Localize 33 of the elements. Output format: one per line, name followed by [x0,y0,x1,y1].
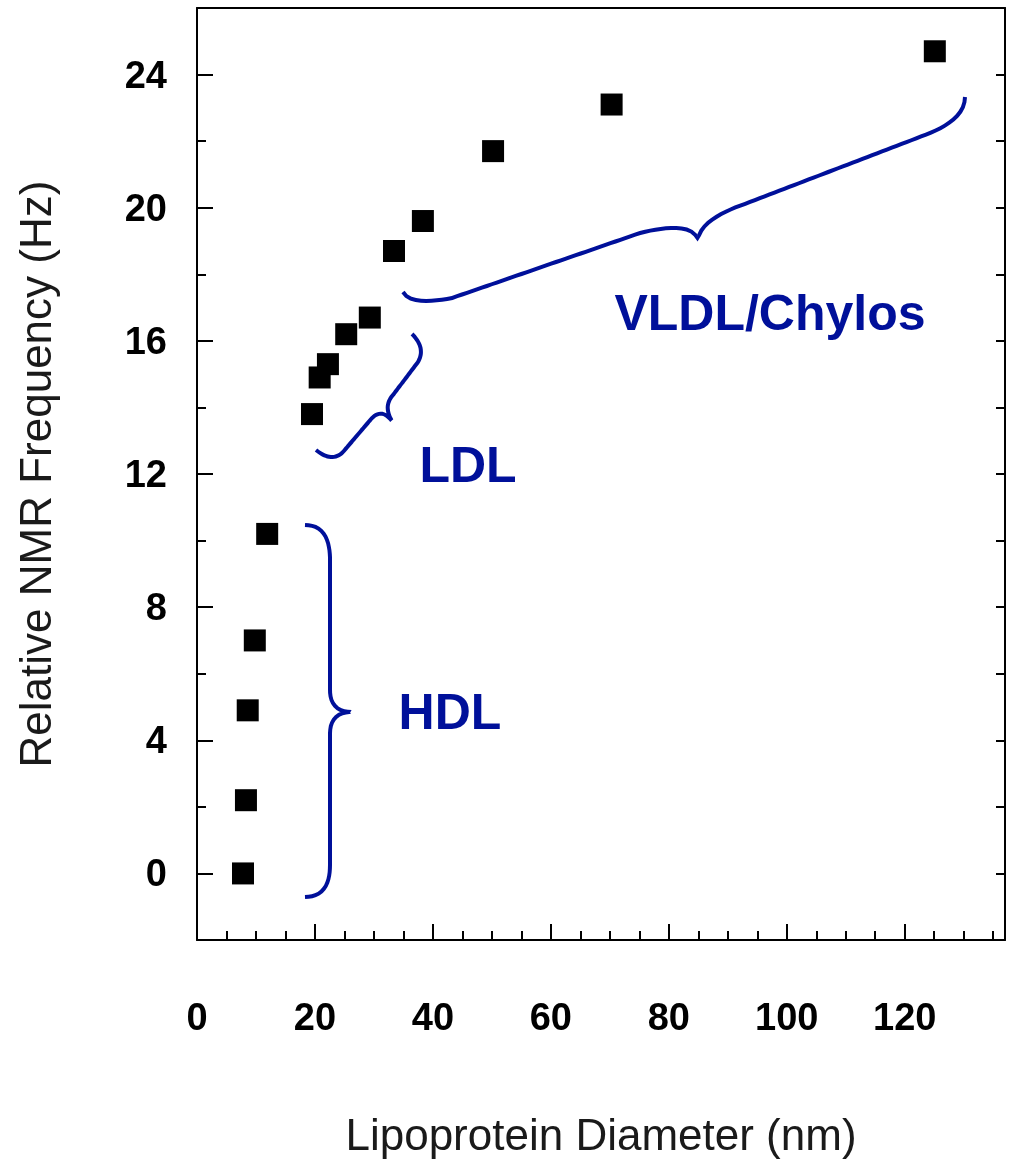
y-tick-label: 8 [145,586,167,629]
y-tick-label: 12 [124,453,167,495]
point [411,210,434,233]
point [335,323,358,346]
y-tick-label: 0 [145,852,167,895]
point [316,353,339,376]
point [600,93,623,116]
x-tick-label: 120 [873,996,937,1038]
x-tick-label: 0 [186,996,208,1038]
annotation: LDL [419,437,517,493]
annotation: VLDL/Chylos [614,285,926,341]
annotation: HDL [398,684,502,740]
point [382,239,405,262]
point [256,522,279,545]
point [232,862,254,885]
x-tick-label: 80 [647,996,690,1038]
y-tick-label: 16 [124,319,167,362]
point [923,40,946,63]
y-tick-label: 4 [145,719,167,762]
point [236,699,259,722]
y-tick-label: 20 [124,186,167,229]
x-tick-label: 100 [755,996,819,1038]
point [243,629,266,652]
x-axis-title: Lipoprotein Diameter (nm) [345,1109,857,1159]
y-axis-title: Relative NMR Frequency (Hz) [10,180,60,768]
x-tick-label: 40 [411,996,455,1038]
x-tick-label: 20 [293,996,337,1038]
y-tick-label: 24 [124,53,167,96]
point [234,789,257,812]
point [301,403,324,426]
point [358,306,381,329]
x-tick-label: 60 [529,996,573,1038]
point [482,140,505,163]
